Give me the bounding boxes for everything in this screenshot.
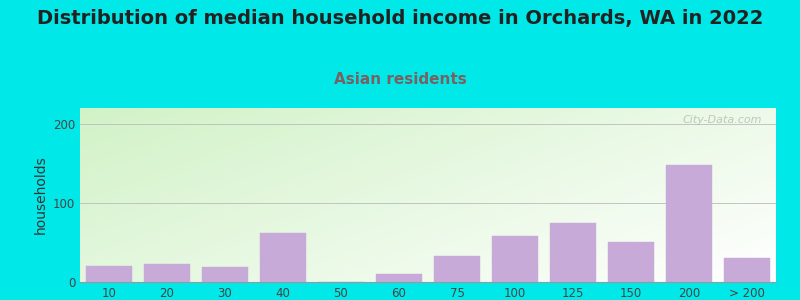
Bar bbox=[550, 223, 596, 282]
Text: Asian residents: Asian residents bbox=[334, 72, 466, 87]
Bar bbox=[144, 264, 190, 282]
Bar bbox=[492, 236, 538, 282]
Bar bbox=[724, 258, 770, 282]
Y-axis label: households: households bbox=[34, 156, 47, 234]
Bar bbox=[434, 256, 480, 282]
Bar bbox=[376, 274, 422, 282]
Bar bbox=[202, 267, 248, 282]
Bar bbox=[608, 242, 654, 282]
Text: City-Data.com: City-Data.com bbox=[682, 115, 762, 125]
Bar bbox=[260, 233, 306, 282]
Bar bbox=[666, 165, 712, 282]
Bar bbox=[86, 266, 132, 282]
Text: Distribution of median household income in Orchards, WA in 2022: Distribution of median household income … bbox=[37, 9, 763, 28]
